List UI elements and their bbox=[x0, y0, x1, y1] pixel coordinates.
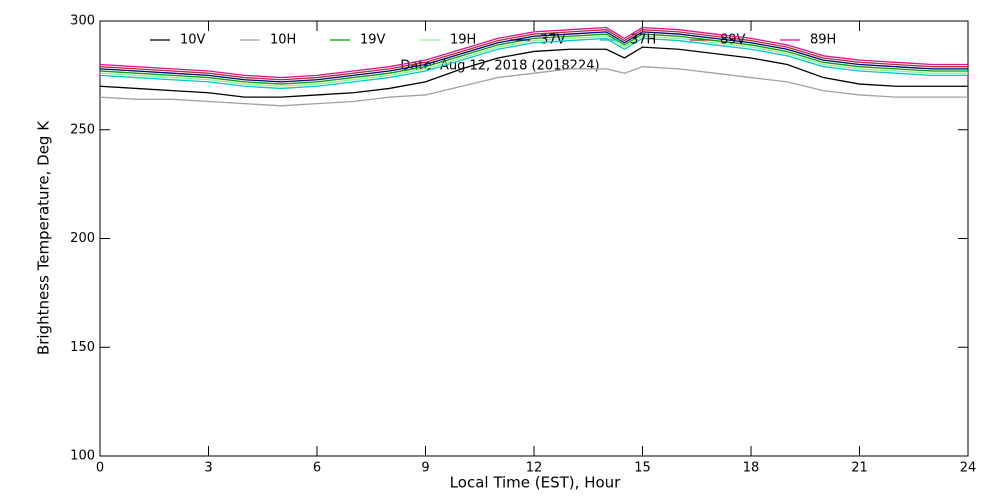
series-line bbox=[99, 29, 968, 81]
x-tick-label: 24 bbox=[960, 461, 977, 476]
annotation: Date: Aug 12, 2018 (2018224) bbox=[400, 59, 599, 74]
series-line bbox=[99, 66, 968, 107]
series-line bbox=[99, 37, 968, 90]
x-tick-label: 3 bbox=[204, 461, 212, 476]
series-line bbox=[99, 46, 968, 98]
legend-label: 19V bbox=[360, 33, 386, 48]
x-tick-label: 12 bbox=[526, 461, 543, 476]
x-tick-label: 21 bbox=[851, 461, 868, 476]
plot-frame bbox=[99, 20, 969, 457]
legend-label: 10V bbox=[180, 33, 206, 48]
x-tick-label: 9 bbox=[421, 461, 429, 476]
x-tick-label: 15 bbox=[634, 461, 651, 476]
y-axis-title: Brightness Temperature, Deg K bbox=[35, 120, 53, 355]
series-line bbox=[99, 26, 968, 79]
y-tick-label: 150 bbox=[70, 340, 95, 355]
series-line bbox=[99, 31, 968, 83]
x-axis-title: Local Time (EST), Hour bbox=[450, 474, 621, 492]
series-line bbox=[99, 35, 968, 87]
x-tick-label: 0 bbox=[96, 461, 104, 476]
legend-label: 19H bbox=[450, 33, 476, 48]
x-tick-label: 6 bbox=[313, 461, 321, 476]
legend-label: 37V bbox=[540, 33, 566, 48]
y-tick-label: 300 bbox=[70, 14, 95, 29]
y-tick-label: 250 bbox=[70, 122, 95, 137]
series-line bbox=[99, 33, 968, 85]
y-tick-label: 200 bbox=[70, 231, 95, 246]
legend-label: 89H bbox=[810, 33, 836, 48]
y-tick-label: 100 bbox=[70, 449, 95, 464]
x-tick-label: 18 bbox=[743, 461, 760, 476]
legend-label: 10H bbox=[270, 33, 296, 48]
legend-label: 89V bbox=[720, 33, 746, 48]
legend-label: 37H bbox=[630, 33, 656, 48]
